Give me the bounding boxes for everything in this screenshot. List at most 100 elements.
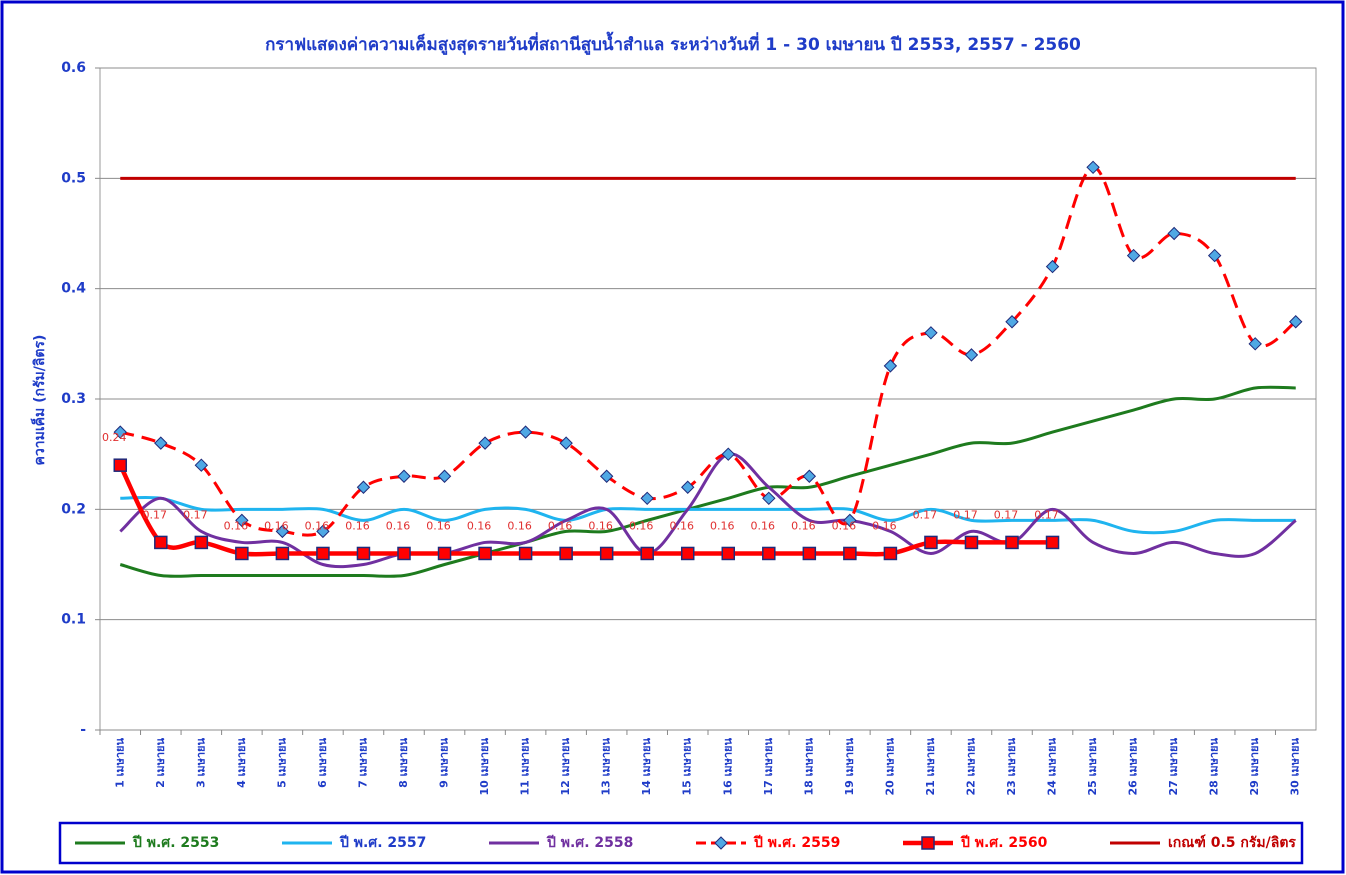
- point-marker: [1045, 259, 1060, 274]
- data-label: 0.17: [1034, 508, 1059, 521]
- y-tick-label: 0.5: [61, 170, 86, 186]
- point-marker: [883, 359, 898, 373]
- point-marker: [843, 546, 857, 561]
- legend-label: เกณฑ์ 0.5 กรัม/ลิตร: [1168, 834, 1296, 851]
- x-tick-label: 17 เมษายน: [762, 738, 775, 796]
- x-tick-label: 23 เมษายน: [1005, 738, 1018, 796]
- x-tick-label: 9 เมษายน: [438, 738, 451, 788]
- point-marker: [924, 535, 938, 550]
- x-tick-label: 18 เมษายน: [802, 738, 815, 796]
- point-marker: [843, 513, 857, 528]
- point-marker: [721, 546, 736, 561]
- x-tick-label: 12 เมษายน: [559, 738, 572, 796]
- legend-label: ปี พ.ศ. 2553: [132, 835, 220, 851]
- point-marker: [397, 546, 411, 561]
- point-marker: [397, 469, 411, 483]
- x-tick-label: 8 เมษายน: [397, 738, 410, 788]
- y-tick-label: 0.6: [61, 60, 86, 76]
- point-marker: [762, 491, 776, 506]
- data-label: 0.16: [264, 519, 289, 532]
- x-tick-label: 19 เมษายน: [843, 738, 856, 796]
- x-tick-label: 24 เมษายน: [1046, 738, 1059, 796]
- point-marker: [559, 546, 573, 561]
- point-marker: [437, 546, 452, 561]
- data-label: 0.16: [832, 519, 857, 532]
- y-tick-label: -: [80, 722, 86, 738]
- point-marker: [235, 513, 249, 528]
- data-label: 0.16: [224, 519, 249, 532]
- data-label: 0.16: [872, 519, 897, 532]
- point-marker: [113, 425, 127, 439]
- x-tick-label: 27 เมษายน: [1167, 738, 1180, 796]
- legend-label: ปี พ.ศ. 2557: [339, 835, 427, 851]
- x-tick-label: 20 เมษายน: [883, 738, 896, 796]
- y-tick-label: 0.3: [61, 391, 86, 407]
- series-line: [120, 495, 1296, 535]
- point-marker: [194, 458, 209, 472]
- x-tick-label: 7 เมษายน: [356, 738, 369, 788]
- data-label: 0.16: [548, 519, 573, 532]
- point-marker: [1126, 248, 1141, 263]
- x-tick-label: 22 เมษายน: [964, 738, 977, 796]
- data-label: 0.16: [426, 519, 451, 532]
- chart-title: กราฟแสดงค่าความเค็มสูงสุดรายวันที่สถานีส…: [265, 31, 1081, 56]
- y-tick-label: 0.1: [61, 612, 86, 628]
- x-tick-label: 6 เมษายน: [316, 738, 329, 788]
- point-marker: [599, 546, 614, 561]
- data-label: 0.16: [751, 519, 776, 532]
- x-tick-label: 10 เมษายน: [478, 738, 491, 796]
- point-marker: [478, 546, 492, 561]
- y-axis-label: ความเค็ม (กรัม/ลิตร): [30, 335, 48, 466]
- point-marker: [1167, 226, 1181, 241]
- x-tick-label: 29 เมษายน: [1248, 738, 1261, 796]
- data-label: 0.16: [467, 519, 492, 532]
- point-marker: [518, 425, 533, 439]
- data-label: 0.16: [588, 519, 613, 532]
- point-marker: [964, 535, 979, 550]
- data-label: 0.16: [507, 519, 532, 532]
- data-label: 0.16: [710, 519, 735, 532]
- point-marker: [275, 546, 290, 561]
- point-marker: [275, 524, 290, 539]
- point-marker: [721, 447, 735, 461]
- x-tick-label: 26 เมษายน: [1127, 738, 1140, 796]
- data-label: 0.17: [143, 508, 168, 521]
- point-marker: [437, 469, 452, 483]
- data-label: 0.16: [629, 519, 654, 532]
- point-marker: [194, 535, 209, 550]
- x-tick-label: 15 เมษายน: [681, 738, 694, 796]
- legend-marker: [921, 836, 935, 850]
- point-marker: [924, 326, 938, 340]
- x-tick-label: 5 เมษายน: [275, 738, 288, 788]
- point-marker: [802, 469, 817, 483]
- point-marker: [356, 480, 371, 494]
- data-label: 0.17: [183, 508, 208, 521]
- x-tick-label: 11 เมษายน: [519, 738, 532, 796]
- x-tick-label: 14 เมษายน: [640, 738, 653, 796]
- x-tick-label: 16 เมษายน: [721, 738, 734, 796]
- data-label: 0.24: [102, 431, 127, 444]
- series-line: [119, 452, 1297, 569]
- series-line: [119, 385, 1296, 578]
- x-tick-label: 13 เมษายน: [600, 738, 613, 796]
- point-marker: [518, 546, 533, 561]
- x-tick-label: 28 เมษายน: [1208, 738, 1221, 796]
- data-label: 0.16: [386, 519, 411, 532]
- point-marker: [1248, 337, 1262, 351]
- x-tick-label: 2 เมษายน: [154, 738, 167, 788]
- y-tick-label: 0.4: [61, 281, 86, 297]
- point-marker: [1045, 535, 1060, 550]
- data-label: 0.17: [953, 508, 978, 521]
- data-label: 0.16: [345, 519, 370, 532]
- point-marker: [154, 436, 168, 450]
- point-marker: [356, 546, 371, 561]
- point-marker: [599, 469, 614, 483]
- point-marker: [802, 546, 817, 561]
- point-marker: [1005, 535, 1019, 550]
- point-marker: [235, 546, 249, 561]
- point-marker: [680, 546, 695, 561]
- data-label: 0.16: [791, 519, 816, 532]
- data-label: 0.16: [305, 519, 330, 532]
- x-tick-label: 30 เมษายน: [1289, 738, 1302, 796]
